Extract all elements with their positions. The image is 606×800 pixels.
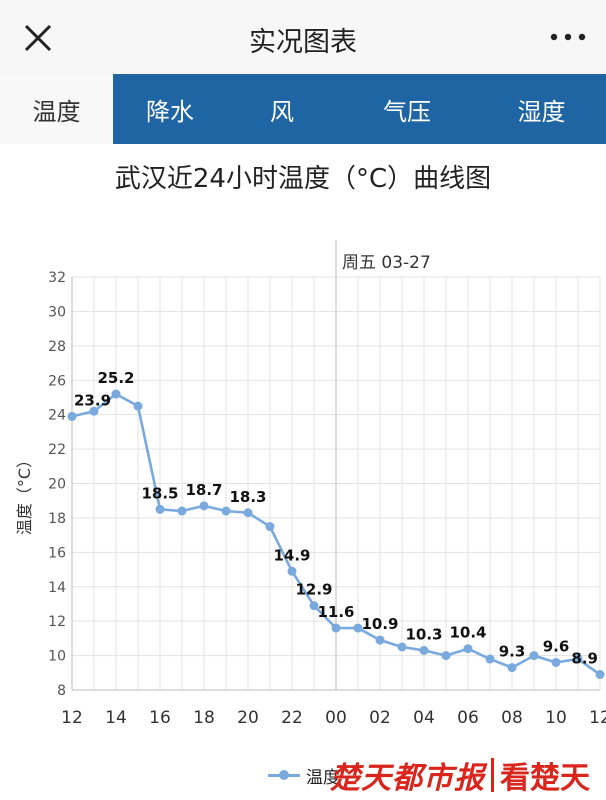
more-button[interactable] bbox=[546, 22, 590, 52]
data-point bbox=[287, 566, 297, 576]
y-tick-label: 20 bbox=[48, 477, 66, 493]
x-tick-label: 16 bbox=[149, 708, 171, 728]
chart-title: 武汉近24小时温度（°C）曲线图 bbox=[114, 164, 492, 194]
tab-temperature[interactable]: 温度 bbox=[0, 74, 113, 144]
close-icon bbox=[24, 24, 52, 52]
data-point bbox=[243, 508, 253, 518]
close-button[interactable] bbox=[18, 18, 58, 58]
data-label: 10.9 bbox=[361, 615, 398, 633]
data-label: 10.4 bbox=[449, 624, 486, 642]
x-tick-label: 18 bbox=[193, 708, 215, 728]
data-label: 23.9 bbox=[74, 391, 111, 409]
y-tick-label: 16 bbox=[48, 545, 66, 561]
data-point bbox=[199, 501, 209, 511]
data-point bbox=[595, 670, 605, 680]
data-point bbox=[441, 651, 451, 661]
tab-pressure[interactable]: 气压 bbox=[383, 97, 431, 126]
data-point bbox=[155, 504, 165, 514]
y-tick-label: 26 bbox=[48, 373, 66, 389]
data-point bbox=[177, 506, 187, 516]
more-dots-icon bbox=[550, 33, 586, 41]
day-marker-label: 周五 03-27 bbox=[342, 253, 431, 273]
y-tick-label: 18 bbox=[48, 511, 66, 527]
data-point bbox=[89, 406, 99, 416]
watermark-divider bbox=[491, 758, 494, 792]
tab-precipitation[interactable]: 降水 bbox=[146, 97, 194, 126]
tab-bar: 温度 降水 风 气压 湿度 bbox=[0, 74, 606, 144]
top-bar: 实况图表 bbox=[0, 0, 606, 75]
data-point bbox=[529, 651, 539, 661]
y-tick-label: 32 bbox=[48, 270, 66, 286]
data-point bbox=[573, 654, 583, 664]
data-point bbox=[397, 642, 407, 652]
data-point bbox=[67, 411, 77, 421]
data-point bbox=[331, 623, 341, 633]
y-tick-label: 14 bbox=[48, 580, 66, 596]
tab-wind[interactable]: 风 bbox=[270, 97, 294, 126]
chart-legend[interactable]: 温度 bbox=[268, 755, 340, 795]
data-point bbox=[309, 601, 319, 611]
data-point bbox=[419, 645, 429, 655]
y-axis-label: 温度（°C） bbox=[15, 452, 34, 535]
data-label: 11.6 bbox=[317, 603, 354, 621]
watermark-app-name: 看楚天 bbox=[500, 761, 590, 796]
x-tick-label: 22 bbox=[281, 708, 303, 728]
data-point bbox=[133, 401, 143, 411]
data-label: 9.3 bbox=[499, 643, 526, 661]
data-point bbox=[265, 522, 275, 532]
watermark-logo: 楚天都市报 看楚天 bbox=[330, 752, 600, 798]
watermark-newspaper-name: 楚天都市报 bbox=[330, 761, 485, 796]
x-tick-label: 00 bbox=[325, 708, 347, 728]
y-tick-label: 30 bbox=[48, 304, 66, 320]
tab-humidity[interactable]: 湿度 bbox=[517, 97, 566, 126]
y-tick-label: 22 bbox=[48, 442, 66, 458]
x-tick-label: 06 bbox=[457, 708, 479, 728]
data-point bbox=[485, 654, 495, 664]
x-tick-label: 02 bbox=[369, 708, 391, 728]
x-tick-label: 10 bbox=[545, 708, 567, 728]
y-tick-label: 28 bbox=[48, 339, 66, 355]
data-point bbox=[353, 623, 363, 633]
y-tick-label: 12 bbox=[48, 614, 66, 630]
x-tick-label: 12 bbox=[589, 708, 606, 728]
data-point bbox=[221, 506, 231, 516]
data-point bbox=[551, 657, 561, 667]
data-label: 8.9 bbox=[571, 650, 598, 668]
y-tick-label: 10 bbox=[48, 649, 66, 665]
data-label: 18.5 bbox=[141, 484, 178, 502]
legend-label: 温度 bbox=[306, 767, 340, 788]
y-tick-label: 8 bbox=[57, 683, 66, 699]
x-tick-label: 04 bbox=[413, 708, 435, 728]
y-tick-label: 24 bbox=[48, 408, 66, 424]
temperature-line-chart: 8 10 12 14 16 18 20 22 24 26 28 30 32 12 14 16 18 20 22 00 0… bbox=[15, 240, 606, 728]
data-label: 9.6 bbox=[543, 637, 570, 655]
data-point bbox=[463, 644, 473, 654]
data-label: 18.3 bbox=[229, 488, 266, 506]
data-point bbox=[111, 389, 121, 399]
data-point bbox=[375, 635, 385, 645]
data-label: 18.7 bbox=[185, 481, 222, 499]
data-point bbox=[507, 663, 517, 673]
data-label: 14.9 bbox=[273, 546, 310, 564]
legend-line-marker bbox=[268, 769, 300, 780]
data-label: 10.3 bbox=[405, 625, 442, 643]
page-title: 实况图表 bbox=[249, 27, 357, 58]
x-tick-label: 14 bbox=[105, 708, 127, 728]
data-label: 25.2 bbox=[97, 369, 134, 387]
data-label: 12.9 bbox=[295, 581, 332, 599]
x-tick-label: 12 bbox=[61, 708, 83, 728]
x-tick-label: 20 bbox=[237, 708, 259, 728]
x-tick-label: 08 bbox=[501, 708, 523, 728]
